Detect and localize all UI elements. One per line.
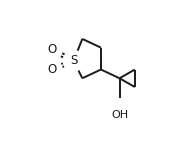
Text: O: O bbox=[47, 63, 56, 76]
Text: O: O bbox=[47, 43, 56, 56]
Text: OH: OH bbox=[111, 110, 128, 120]
Text: S: S bbox=[70, 54, 77, 67]
